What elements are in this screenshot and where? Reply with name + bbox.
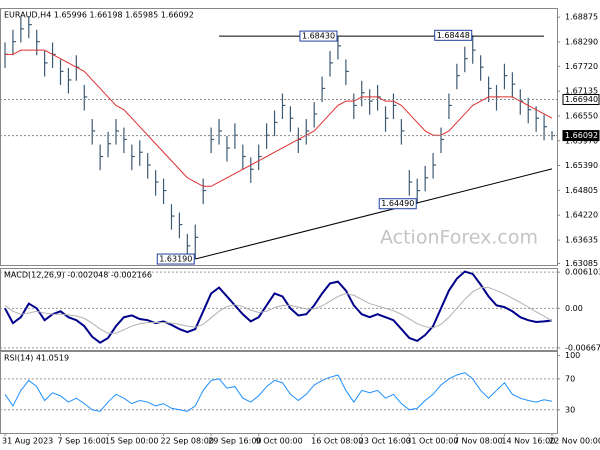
x-tick-label: 16 Oct 08:00: [311, 437, 363, 446]
x-tick-label: 31 Oct 00:00: [406, 437, 458, 446]
watermark: ActionForex.com: [380, 227, 538, 249]
price-level-box: [562, 93, 600, 105]
x-tick-label: 7 Nov 08:00: [454, 437, 503, 446]
annotation-box: [299, 30, 338, 42]
y-tick-label: 1.66550: [565, 112, 598, 121]
y-tick-label: 1.63635: [565, 236, 598, 245]
panel-frame: [0, 8, 558, 266]
y-tick-label: -0.006679: [565, 343, 600, 352]
price-level-label: 1.66940: [565, 95, 598, 104]
x-tick-label: 23 Oct 16:00: [359, 437, 411, 446]
x-tick-label: 31 Aug 2023: [2, 437, 53, 446]
panel-frame: [0, 351, 558, 434]
annotation-label: 1.64490: [381, 199, 414, 208]
annotation-box: [378, 198, 417, 210]
y-tick-label: 0.00: [565, 304, 583, 313]
y-tick-label: 30: [565, 405, 575, 414]
plot-layer: 1.688751.682901.677201.671351.665501.659…: [0, 8, 600, 446]
y-tick-label: 0.006103: [565, 268, 600, 277]
y-tick-label: 1.68290: [565, 38, 598, 47]
annotation-label: 1.63190: [159, 255, 192, 264]
y-tick-label: 1.65390: [565, 161, 598, 170]
x-tick-label: 22 Nov 00:00: [549, 437, 600, 446]
annotation-box: [156, 253, 195, 265]
trend-line: [195, 168, 553, 260]
y-tick-label: 1.67720: [565, 62, 598, 71]
moving-average: [5, 49, 553, 187]
x-tick-label: 9 Oct 00:00: [256, 437, 303, 446]
y-tick-label: 1.64220: [565, 211, 598, 220]
indicator-line: [4, 372, 553, 412]
y-tick-label: 70: [565, 374, 575, 383]
panel-frame: [0, 268, 558, 351]
price-level-box: [562, 130, 600, 142]
y-tick-label: 1.63085: [565, 259, 598, 268]
indicator-line: [4, 287, 553, 334]
y-tick-label: 1.68875: [565, 13, 598, 22]
annotation-box: [434, 29, 473, 41]
x-tick-label: 29 Sep 16:00: [208, 437, 261, 446]
x-tick-label: 7 Sep 16:00: [57, 437, 105, 446]
panel-title: EURAUD,H4 1.65996 1.66198 1.65985 1.6609…: [4, 11, 194, 20]
panel-title: MACD(12,26,9) -0.002048 -0.002166: [4, 271, 152, 280]
y-tick-label: 100: [565, 351, 580, 360]
x-tick-label: 14 Nov 16:00: [501, 437, 555, 446]
indicator-line: [4, 270, 553, 344]
panel-title: RSI(14) 41.0519: [4, 354, 69, 363]
x-tick-label: 15 Sep 00:00: [105, 437, 158, 446]
y-tick-label: 1.64805: [565, 186, 598, 195]
y-tick-label: 1.67135: [565, 87, 598, 96]
x-tick-label: 22 Sep 08:00: [161, 437, 214, 446]
annotation-label: 1.68430: [302, 32, 335, 41]
annotation-label: 1.68448: [437, 31, 470, 40]
price-level-label: 1.66092: [565, 131, 598, 140]
